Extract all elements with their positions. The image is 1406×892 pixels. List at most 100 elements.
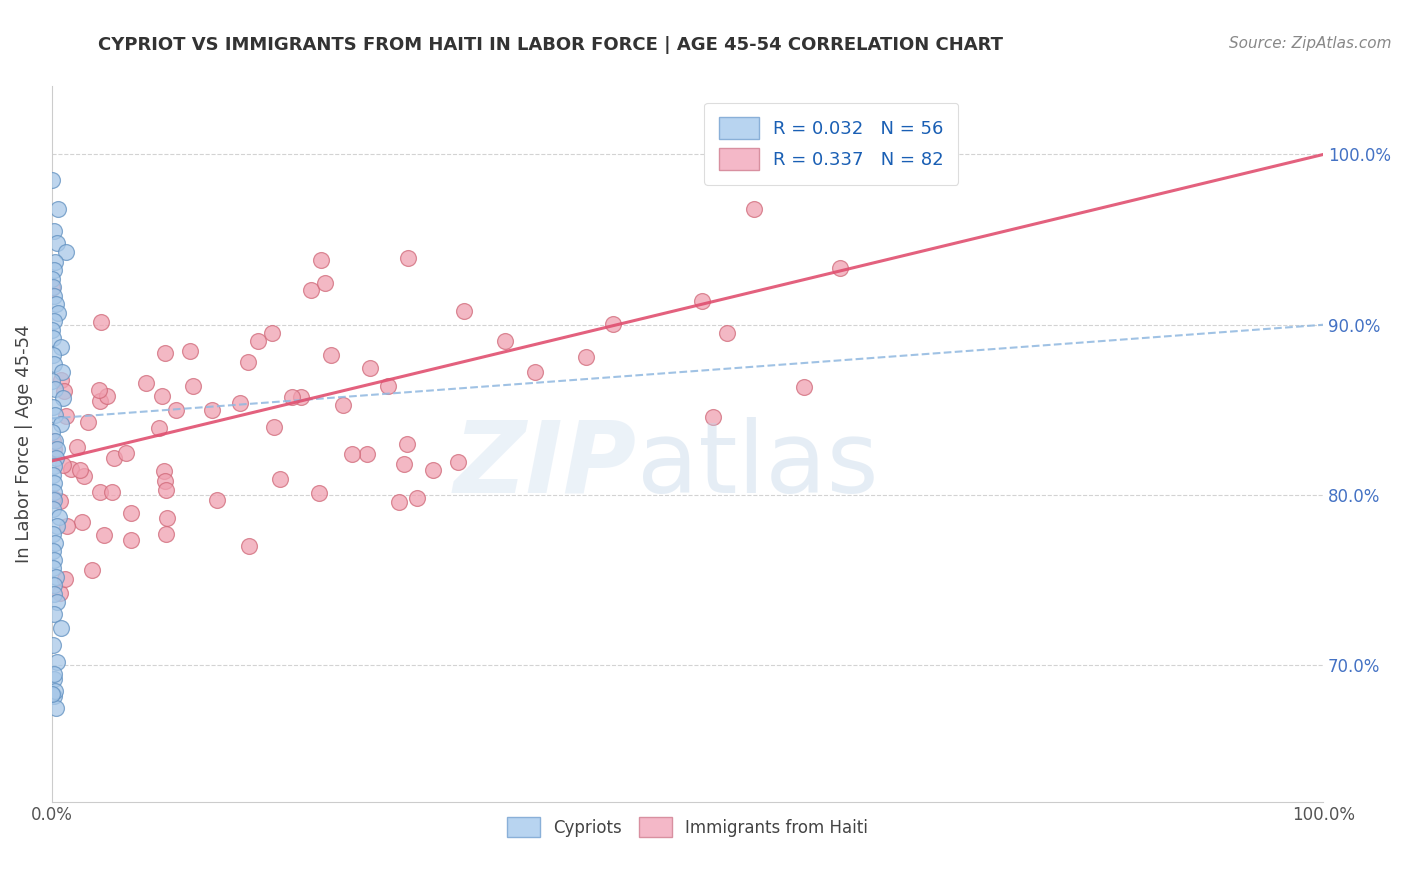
Point <box>41 173 63 187</box>
Point <box>290 390 312 404</box>
Point <box>52 391 75 405</box>
Point <box>42 280 65 294</box>
Point <box>49 417 72 431</box>
Point <box>55 409 77 424</box>
Point <box>42 578 65 592</box>
Point <box>396 252 419 266</box>
Point <box>89 394 111 409</box>
Point <box>702 409 724 424</box>
Point <box>523 365 546 379</box>
Point <box>48 510 70 524</box>
Point <box>247 334 270 348</box>
Point <box>52 458 75 472</box>
Point <box>41 638 63 652</box>
Text: Source: ZipAtlas.com: Source: ZipAtlas.com <box>1229 36 1392 51</box>
Point <box>42 224 65 238</box>
Point <box>46 306 69 320</box>
Point <box>90 315 112 329</box>
Point <box>395 437 418 451</box>
Point <box>281 390 304 404</box>
Text: ZIP: ZIP <box>454 417 637 514</box>
Point <box>155 526 177 541</box>
Point <box>42 501 65 516</box>
Point <box>46 518 69 533</box>
Point <box>44 476 66 491</box>
Point <box>44 493 66 508</box>
Point <box>42 491 65 505</box>
Point <box>828 261 851 276</box>
Point <box>311 253 333 268</box>
Point <box>44 289 66 303</box>
Point <box>120 533 142 547</box>
Point <box>89 383 111 397</box>
Point <box>48 494 70 508</box>
Point <box>45 570 67 584</box>
Point <box>41 348 63 362</box>
Point <box>406 491 429 506</box>
Point <box>44 383 66 397</box>
Point <box>66 440 89 454</box>
Point <box>692 294 714 309</box>
Point <box>45 595 67 609</box>
Point <box>45 450 67 465</box>
Point <box>44 535 66 549</box>
Point <box>41 425 63 439</box>
Point <box>716 326 738 341</box>
Point <box>262 326 284 340</box>
Point <box>101 484 124 499</box>
Point <box>42 561 65 575</box>
Point <box>46 442 69 456</box>
Point <box>453 304 475 318</box>
Point <box>55 244 77 259</box>
Point <box>236 355 259 369</box>
Point <box>45 655 67 669</box>
Point <box>41 374 63 388</box>
Point <box>314 276 336 290</box>
Point <box>179 343 201 358</box>
Legend: Cypriots, Immigrants from Haiti: Cypriots, Immigrants from Haiti <box>501 811 875 843</box>
Point <box>49 586 72 600</box>
Point <box>45 235 67 250</box>
Point <box>42 484 65 499</box>
Point <box>148 421 170 435</box>
Point <box>115 446 138 460</box>
Point <box>42 527 65 541</box>
Point <box>229 396 252 410</box>
Point <box>42 544 65 558</box>
Point <box>392 457 415 471</box>
Point <box>41 280 63 294</box>
Point <box>69 463 91 477</box>
Point <box>742 202 765 216</box>
Point <box>42 400 65 414</box>
Point <box>82 563 104 577</box>
Point <box>55 519 77 533</box>
Point <box>308 485 330 500</box>
Point <box>45 297 67 311</box>
Point <box>153 464 176 478</box>
Point <box>70 515 93 529</box>
Point <box>44 434 66 448</box>
Point <box>263 420 285 434</box>
Point <box>41 687 63 701</box>
Point <box>135 376 157 391</box>
Point <box>319 348 342 362</box>
Point <box>356 447 378 461</box>
Point <box>41 467 63 482</box>
Point <box>340 447 363 461</box>
Point <box>51 373 73 387</box>
Point <box>49 340 72 354</box>
Point <box>44 684 66 698</box>
Point <box>156 510 179 524</box>
Point <box>77 416 100 430</box>
Point <box>42 587 65 601</box>
Point <box>44 459 66 474</box>
Point <box>181 379 204 393</box>
Point <box>332 398 354 412</box>
Point <box>153 346 176 360</box>
Point <box>44 408 66 422</box>
Point <box>42 434 65 448</box>
Point <box>44 263 66 277</box>
Point <box>93 527 115 541</box>
Point <box>388 495 411 509</box>
Text: atlas: atlas <box>637 417 879 514</box>
